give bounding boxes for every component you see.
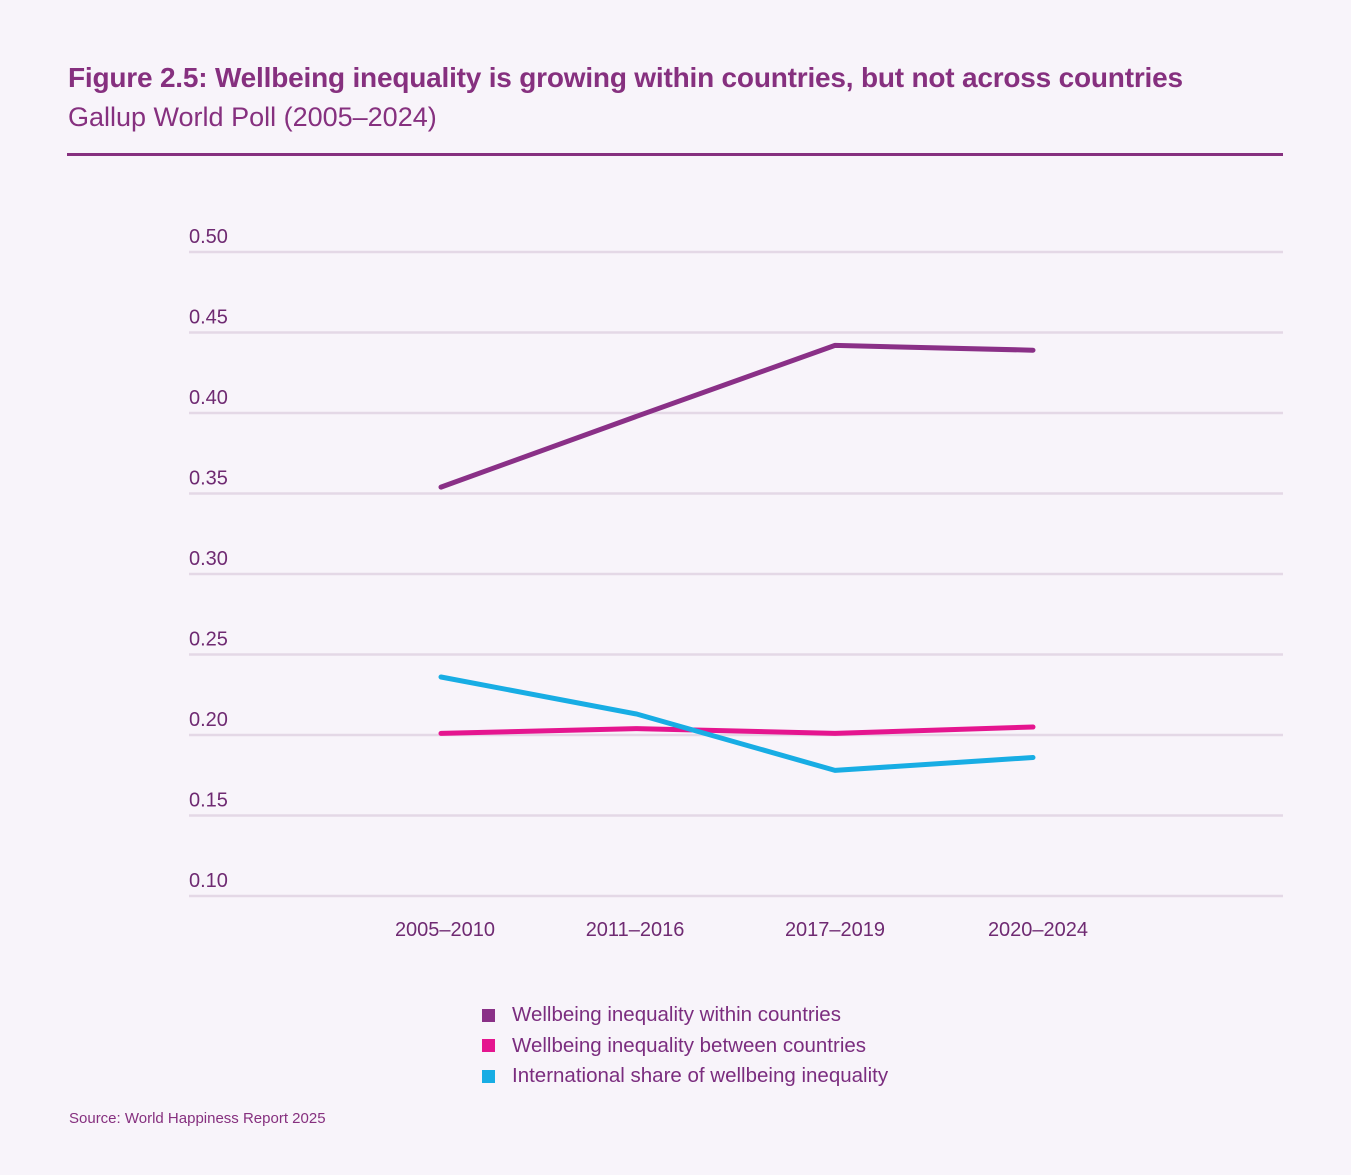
source-note: Source: World Happiness Report 2025 <box>69 1110 326 1127</box>
legend-label-between: Wellbeing inequality between countries <box>512 1033 867 1057</box>
y-tick-label: 0.30 <box>189 548 228 570</box>
legend: Wellbeing inequality within countries We… <box>482 1000 888 1092</box>
x-tick-label: 2020–2024 <box>988 919 1088 941</box>
y-tick-label: 0.35 <box>189 468 228 490</box>
series-line-share <box>438 674 1036 773</box>
gridlines <box>189 250 1283 898</box>
y-tick-label: 0.20 <box>189 709 228 731</box>
y-tick-label: 0.25 <box>189 629 228 651</box>
y-axis-ticks: 0.10 0.15 0.20 0.25 0.30 0.35 0.40 0.45 0.50 <box>189 226 228 892</box>
title-divider <box>67 153 1283 156</box>
y-tick-label: 0.15 <box>189 790 228 812</box>
legend-label-share: International share of wellbeing inequal… <box>512 1064 889 1088</box>
y-tick-label: 0.50 <box>189 226 228 248</box>
legend-item-share: International share of wellbeing inequal… <box>482 1061 888 1092</box>
y-tick-label: 0.45 <box>189 307 228 329</box>
x-axis-ticks: 2005–2010 2011–2016 2017–2019 2020–2024 <box>395 919 1088 941</box>
legend-swatch-between <box>482 1039 495 1053</box>
y-tick-label: 0.10 <box>189 870 228 892</box>
series-line-between <box>438 724 1036 736</box>
chart-title: Figure 2.5: Wellbeing inequality is grow… <box>68 62 1183 93</box>
x-tick-label: 2017–2019 <box>785 919 885 941</box>
legend-item-between: Wellbeing inequality between countries <box>482 1031 888 1062</box>
chart-subtitle: Gallup World Poll (2005–2024) <box>68 102 437 132</box>
x-tick-label: 2011–2016 <box>586 919 685 941</box>
series-lines <box>438 342 1036 773</box>
legend-swatch-share <box>482 1069 495 1083</box>
legend-swatch-within <box>482 1008 495 1022</box>
y-tick-label: 0.40 <box>189 387 228 409</box>
legend-label-within: Wellbeing inequality within countries <box>512 1003 841 1027</box>
x-tick-label: 2005–2010 <box>395 919 495 941</box>
legend-item-within: Wellbeing inequality within countries <box>482 1000 888 1031</box>
series-line-within <box>438 342 1036 490</box>
